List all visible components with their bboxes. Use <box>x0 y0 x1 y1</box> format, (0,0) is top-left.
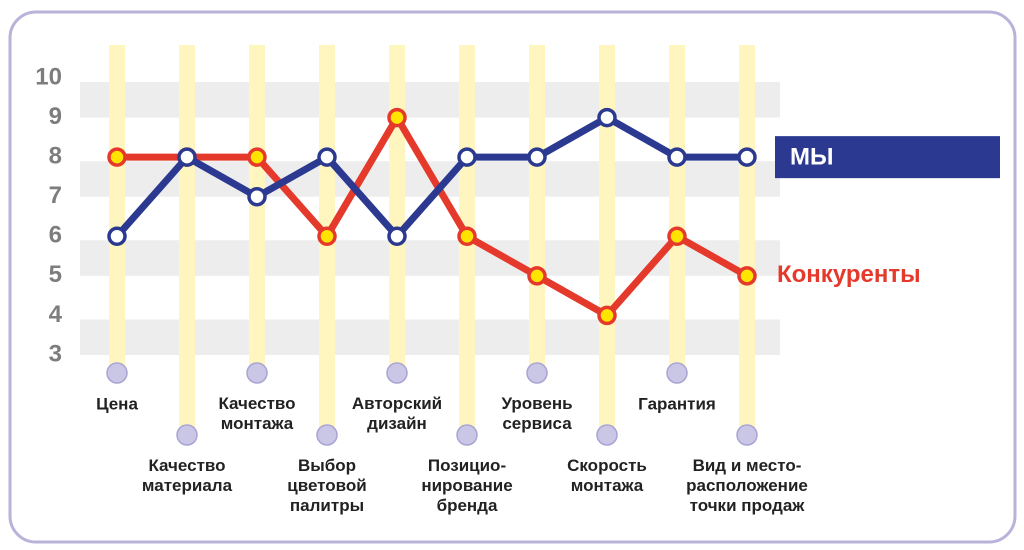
series-line <box>114 114 747 240</box>
x-tick-label: Гарантия <box>638 394 716 413</box>
x-tick-label: Выбор цветовой палитры <box>287 456 366 515</box>
series-label: МЫ <box>790 143 834 170</box>
category-dot <box>246 362 268 384</box>
category-dot <box>736 424 758 446</box>
x-tick-label: Качество монтажа <box>218 394 295 433</box>
stripe <box>599 45 615 435</box>
y-tick-label: 10 <box>35 63 62 90</box>
series-line <box>117 114 749 319</box>
x-tick-label: Уровень сервиса <box>501 394 572 433</box>
point <box>597 107 617 128</box>
point <box>737 147 757 167</box>
point <box>247 147 267 167</box>
category-dot <box>526 362 548 384</box>
point <box>107 147 127 167</box>
x-tick-label: Скорость монтажа <box>567 456 647 495</box>
y-tick-label: 8 <box>49 142 62 169</box>
x-tick-label: Вид и место-расположение точки продаж <box>686 456 808 515</box>
point <box>317 226 337 247</box>
stripe <box>389 45 405 373</box>
point <box>667 226 687 247</box>
stripe <box>669 45 685 373</box>
category-dot <box>596 424 618 446</box>
y-tick-label: 3 <box>49 340 62 367</box>
x-tick-label: Качество материала <box>142 456 233 495</box>
stripe <box>109 45 125 373</box>
point <box>667 147 687 167</box>
point <box>107 226 127 247</box>
point <box>457 147 477 167</box>
x-tick-label: Авторский дизайн <box>352 394 442 433</box>
y-tick-label: 4 <box>49 301 63 328</box>
band <box>80 240 780 276</box>
band <box>80 319 780 355</box>
y-tick-label: 7 <box>49 182 62 209</box>
stripe <box>249 45 265 373</box>
category-dot <box>106 362 128 384</box>
x-tick-label: Цена <box>96 394 138 413</box>
category-dot <box>666 362 688 384</box>
category-dot <box>176 424 198 446</box>
series-label: Конкуренты <box>777 261 921 288</box>
series-label-box <box>775 136 1000 179</box>
band <box>80 82 780 118</box>
y-tick-label: 5 <box>49 261 62 288</box>
point <box>597 305 617 326</box>
stripe <box>529 45 545 373</box>
point <box>247 186 267 207</box>
point <box>317 147 337 167</box>
point <box>737 266 757 286</box>
stripe <box>739 45 755 435</box>
y-tick-label: 9 <box>49 103 62 130</box>
point <box>457 226 477 247</box>
stripe <box>179 45 195 435</box>
x-tick-label: Позицио-нирование бренда <box>421 456 512 515</box>
point <box>527 147 547 167</box>
point <box>387 226 407 247</box>
category-dot <box>316 424 338 446</box>
category-dot <box>386 362 408 384</box>
point <box>177 147 197 167</box>
point <box>387 107 407 128</box>
point <box>527 266 547 286</box>
category-dot <box>456 424 478 446</box>
y-tick-label: 6 <box>49 222 62 249</box>
